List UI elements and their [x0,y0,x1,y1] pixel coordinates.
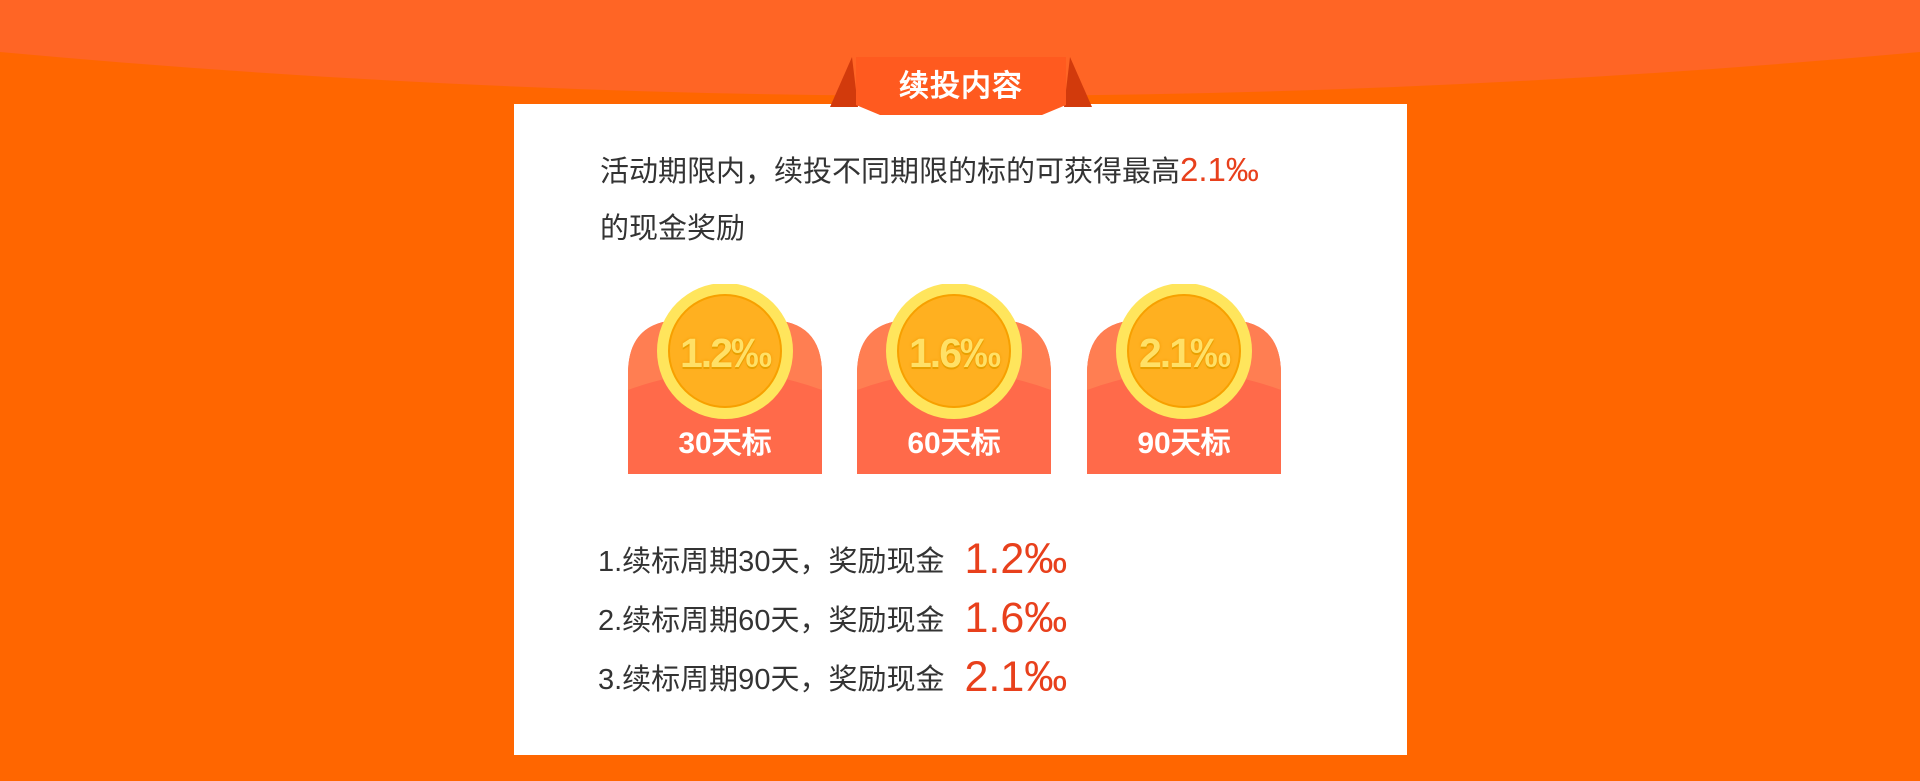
coupon-rate: 2.1‰ [1139,330,1231,376]
coupon-rate: 1.6‰ [909,330,1001,376]
rule-text: 2.续标周期60天，奖励现金 [598,605,945,637]
intro-text: 活动期限内，续投不同期限的标的可获得最高 [600,156,1181,188]
gold-coin-icon [628,284,822,474]
rule-text: 1.续标周期30天，奖励现金 [598,546,945,578]
ribbon-banner-shape [830,57,1092,115]
coupon-rate: 1.2‰ [680,330,772,376]
rule-item: 1.续标周期30天，奖励现金 1.2‰ [598,530,1298,589]
coupon-label: 90天标 [1137,427,1231,460]
top-arc-band [0,0,1920,96]
coupon-90-day: 2.1‰ 90天标 [1087,284,1281,474]
rule-rate: 1.2‰ [964,535,1068,583]
rule-rate: 2.1‰ [964,653,1068,701]
intro-text-continued: 的现金奖励 [600,213,746,245]
intro-highlight-rate: 2.1‰ [1180,151,1259,188]
reward-rules-list: 1.续标周期30天，奖励现金 1.2‰ 2.续标周期60天，奖励现金 1.6‰ 3.… [598,530,1298,707]
gold-coin-icon [1087,284,1281,474]
intro-paragraph: 活动期限内，续投不同期限的标的可获得最高2.1‰ 的现金奖励 [600,141,1340,258]
coupon-30-day: 1.2‰ 30天标 [628,284,822,474]
rule-item: 2.续标周期60天，奖励现金 1.6‰ [598,589,1298,648]
rule-text: 3.续标周期90天，奖励现金 [598,664,945,696]
section-ribbon: 续投内容 [830,57,1092,115]
coupon-60-day: 1.6‰ 60天标 [857,284,1051,474]
coupon-label: 60天标 [907,427,1001,460]
rule-rate: 1.6‰ [964,594,1068,642]
coupon-label: 30天标 [678,427,772,460]
gold-coin-icon [857,284,1051,474]
rule-item: 3.续标周期90天，奖励现金 2.1‰ [598,648,1298,707]
section-title: 续投内容 [899,70,1023,103]
